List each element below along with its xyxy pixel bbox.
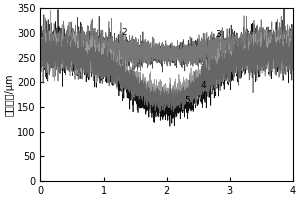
Text: 3: 3 [215,30,221,39]
Y-axis label: 磨痕深度/μm: 磨痕深度/μm [4,73,14,116]
Text: 4: 4 [200,81,206,90]
Text: 2: 2 [121,28,127,37]
Text: 5: 5 [184,96,190,105]
Text: 1: 1 [167,108,172,117]
